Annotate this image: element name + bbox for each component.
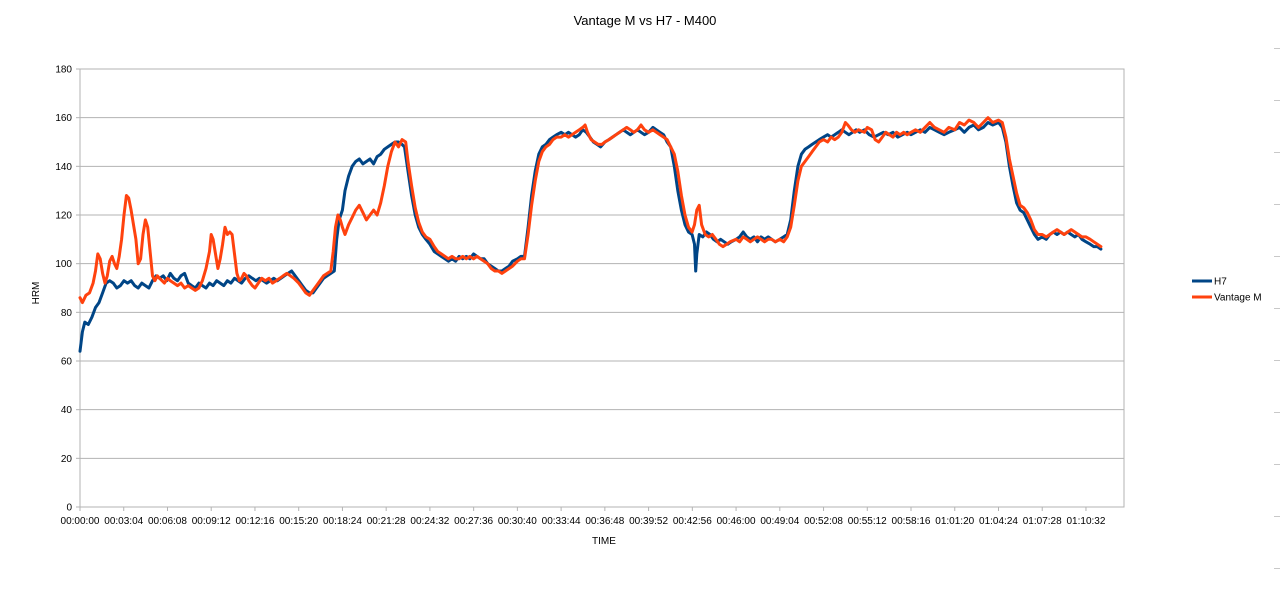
x-tick-label: 00:36:48	[585, 516, 624, 527]
y-tick-label: 140	[55, 162, 72, 173]
x-tick-label: 00:42:56	[673, 516, 712, 527]
x-tick-label: 00:21:28	[367, 516, 406, 527]
x-tick-label: 00:49:04	[760, 516, 799, 527]
y-axis-label: HRM	[31, 282, 42, 305]
edge-mark	[1274, 412, 1280, 413]
x-tick-label: 01:10:32	[1066, 516, 1105, 527]
x-tick-label: 00:30:40	[498, 516, 537, 527]
y-axis-ticks: 0 20 40 60 80 100 120 140 160 180	[55, 65, 80, 514]
y-tick-label: 180	[55, 65, 72, 76]
y-tick-label: 0	[66, 503, 72, 514]
chart-title: Vantage M vs H7 - M400	[574, 13, 717, 28]
series-line-vantage-m	[78, 116, 1103, 305]
x-tick-label: 00:18:24	[323, 516, 362, 527]
plot-frame	[79, 68, 1125, 508]
x-tick-label: 00:52:08	[804, 516, 843, 527]
x-tick-label: 01:07:28	[1023, 516, 1062, 527]
edge-mark	[1274, 48, 1280, 49]
edge-mark	[1274, 256, 1280, 257]
edge-mark	[1274, 568, 1280, 569]
x-tick-label: 00:46:00	[717, 516, 756, 527]
legend-label: H7	[1214, 277, 1227, 288]
x-tick-label: 00:55:12	[848, 516, 887, 527]
edge-mark	[1274, 516, 1280, 517]
x-tick-label: 00:06:08	[148, 516, 187, 527]
edge-mark	[1274, 308, 1280, 309]
series-lines	[78, 116, 1103, 353]
edge-mark	[1274, 100, 1280, 101]
x-tick-label: 00:33:44	[542, 516, 581, 527]
y-tick-label: 80	[61, 308, 73, 319]
gridlines	[80, 68, 1124, 508]
x-axis-ticks: 00:00:00 00:03:04 00:06:08 00:09:12 00:12:16…	[61, 507, 1106, 527]
plot-border	[79, 68, 1125, 508]
x-tick-label: 00:03:04	[104, 516, 143, 527]
x-tick-label: 00:09:12	[192, 516, 231, 527]
x-tick-label: 00:15:20	[279, 516, 318, 527]
y-tick-label: 40	[61, 405, 73, 416]
y-tick-label: 20	[61, 454, 73, 465]
legend: H7 Vantage M	[1192, 277, 1262, 304]
x-tick-label: 00:00:00	[61, 516, 100, 527]
x-tick-label: 01:04:24	[979, 516, 1018, 527]
edge-mark	[1274, 152, 1280, 153]
edge-mark	[1274, 204, 1280, 205]
y-tick-label: 160	[55, 113, 72, 124]
x-tick-label: 01:01:20	[935, 516, 974, 527]
edge-mark	[1274, 360, 1280, 361]
x-tick-label: 00:27:36	[454, 516, 493, 527]
x-axis-label: TIME	[592, 536, 616, 547]
x-tick-label: 00:24:32	[410, 516, 449, 527]
y-tick-label: 100	[55, 259, 72, 270]
y-tick-label: 60	[61, 357, 73, 368]
y-tick-label: 120	[55, 211, 72, 222]
x-tick-label: 00:39:52	[629, 516, 668, 527]
edge-mark	[1274, 464, 1280, 465]
x-tick-label: 00:12:16	[235, 516, 274, 527]
x-tick-label: 00:58:16	[892, 516, 931, 527]
legend-label: Vantage M	[1214, 293, 1262, 304]
